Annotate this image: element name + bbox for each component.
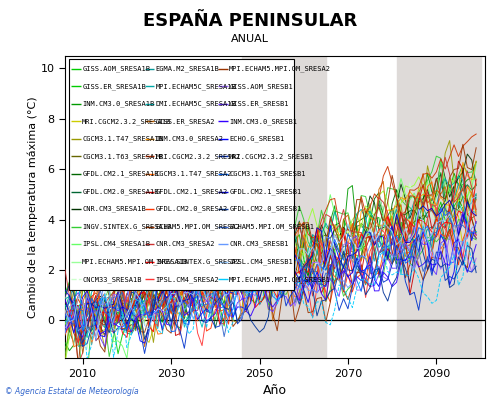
Bar xyxy=(242,56,326,358)
Text: IPSL.CM4_SRESB1: IPSL.CM4_SRESB1 xyxy=(229,258,293,265)
Text: GISS.AOM_SRESB1: GISS.AOM_SRESB1 xyxy=(229,83,293,90)
Text: ECHAM5.MPI.OM_SRESA2: ECHAM5.MPI.OM_SRESA2 xyxy=(156,223,240,230)
X-axis label: Año: Año xyxy=(263,384,287,397)
Text: IPSL.CM4_SRESA1B: IPSL.CM4_SRESA1B xyxy=(82,241,150,248)
Text: INM.CM3.0_SRESB1: INM.CM3.0_SRESB1 xyxy=(229,118,297,125)
Text: GISS.AOM_SRESA1B: GISS.AOM_SRESA1B xyxy=(82,65,150,72)
Text: CNCM33_SRESA1B: CNCM33_SRESA1B xyxy=(82,276,142,283)
Text: CNR.CM3_SRESA2: CNR.CM3_SRESA2 xyxy=(156,241,215,248)
Text: MRI.CGCM2.3.2_SRESB1: MRI.CGCM2.3.2_SRESB1 xyxy=(229,153,314,160)
Bar xyxy=(396,56,480,358)
Text: ECHO.G_SRESB1: ECHO.G_SRESB1 xyxy=(229,136,284,142)
Text: GISS.ER_SRESA2: GISS.ER_SRESA2 xyxy=(156,118,215,125)
Text: MRI.CGCM2.3.2_SRESA2: MRI.CGCM2.3.2_SRESA2 xyxy=(156,153,240,160)
Text: ECHAM5.MPI.OM_SRESB1: ECHAM5.MPI.OM_SRESB1 xyxy=(229,223,314,230)
Text: DMI.ECHAM5C_SRESA1B: DMI.ECHAM5C_SRESA1B xyxy=(156,100,236,107)
Text: IPSL.CM4_SRESA2: IPSL.CM4_SRESA2 xyxy=(156,276,220,283)
Text: ANUAL: ANUAL xyxy=(231,34,269,44)
Text: ESPAÑA PENINSULAR: ESPAÑA PENINSULAR xyxy=(143,12,357,30)
Text: INGV.SINTEX.G_SRESA1B: INGV.SINTEX.G_SRESA1B xyxy=(82,223,172,230)
Text: © Agencia Estatal de Meteorología: © Agencia Estatal de Meteorología xyxy=(5,387,138,396)
Text: CGCM3.1.T63_SRESB1: CGCM3.1.T63_SRESB1 xyxy=(229,171,306,178)
Text: CGCM3.1.T47_SRESA2: CGCM3.1.T47_SRESA2 xyxy=(156,171,232,178)
Text: EGMA.M2_SRESA1B: EGMA.M2_SRESA1B xyxy=(156,65,220,72)
Text: CGCM3.1.T63_SRESA1B: CGCM3.1.T63_SRESA1B xyxy=(82,153,163,160)
Text: GFDL.CM2.0_SRESA1B: GFDL.CM2.0_SRESA1B xyxy=(82,188,158,195)
Text: CNR.CM3_SRESB1: CNR.CM3_SRESB1 xyxy=(229,241,288,248)
Text: INM.CM3.0_SRESA1B: INM.CM3.0_SRESA1B xyxy=(82,100,154,107)
Y-axis label: Cambio de la temperatura máxima (°C): Cambio de la temperatura máxima (°C) xyxy=(28,96,38,318)
Text: GFDL.CM2.1_SRESA1B: GFDL.CM2.1_SRESA1B xyxy=(82,171,158,178)
Text: GFDL.CM2.1_SRESB1: GFDL.CM2.1_SRESB1 xyxy=(229,188,302,195)
FancyBboxPatch shape xyxy=(69,59,294,290)
Text: INM.CM3.0_SRESA2: INM.CM3.0_SRESA2 xyxy=(156,136,224,142)
Text: MRI.CGCM2.3.2_SRESA1B: MRI.CGCM2.3.2_SRESA1B xyxy=(82,118,172,125)
Text: MPI.ECHAM5.MPI.OM_SRESB1: MPI.ECHAM5.MPI.OM_SRESB1 xyxy=(229,276,331,283)
Text: CGCM3.1.T47_SRESA1B: CGCM3.1.T47_SRESA1B xyxy=(82,136,163,142)
Text: CNR.CM3_SRESA1B: CNR.CM3_SRESA1B xyxy=(82,206,146,213)
Text: INGV.SINTEX.G_SRESA2: INGV.SINTEX.G_SRESA2 xyxy=(156,258,240,265)
Text: MPI.ECHAM5.MPI.OM_SRESA2: MPI.ECHAM5.MPI.OM_SRESA2 xyxy=(229,65,331,72)
Text: GFDL.CM2.0_SRESB1: GFDL.CM2.0_SRESB1 xyxy=(229,206,302,213)
Text: MPI.ECHAM5.MPI.OM_SRESA1B: MPI.ECHAM5.MPI.OM_SRESA1B xyxy=(82,258,188,265)
Text: GFDL.CM2.1_SRESA2: GFDL.CM2.1_SRESA2 xyxy=(156,188,228,195)
Text: GFDL.CM2.0_SRESA2: GFDL.CM2.0_SRESA2 xyxy=(156,206,228,213)
Text: MPI.ECHAM5C_SRESA1B: MPI.ECHAM5C_SRESA1B xyxy=(156,83,236,90)
Text: GISS.ER_SRESB1: GISS.ER_SRESB1 xyxy=(229,100,288,107)
Text: GISS.ER_SRESA1B: GISS.ER_SRESA1B xyxy=(82,83,146,90)
